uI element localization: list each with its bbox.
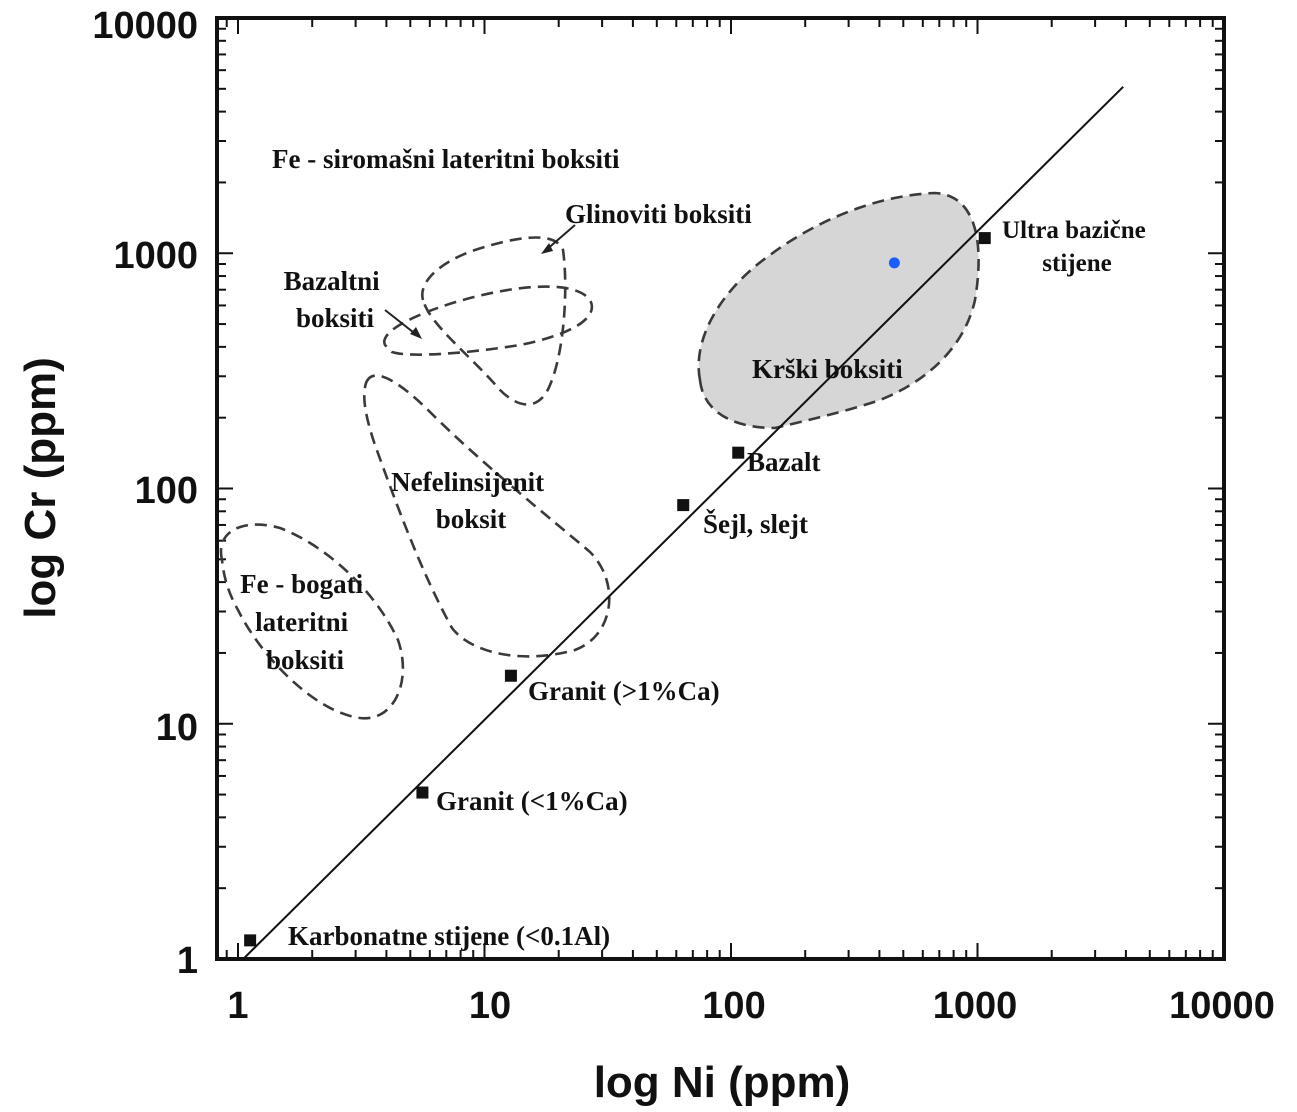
- region-bazaltni: [383, 285, 594, 356]
- region-label-krski: Krški boksiti: [752, 354, 903, 384]
- y-tick-label: 1000: [113, 235, 198, 277]
- sample-points: [888, 257, 900, 269]
- region-nefelinsijenit: [363, 374, 611, 658]
- point-label-bazalt: Bazalt: [747, 447, 821, 477]
- x-tick-label: 10000: [1169, 985, 1275, 1027]
- point-label-ultrabazicne: Ultra bazične stijene: [1002, 217, 1152, 277]
- sample-point-marker: [888, 257, 900, 269]
- axis-ticks: [217, 18, 1225, 959]
- region-fe-bogati: [219, 523, 405, 720]
- point-label-granit-high: Granit (>1%Ca): [528, 676, 720, 706]
- arrowhead-glinoviti-icon: [541, 243, 553, 254]
- point-label-karbonatne: Karbonatne stijene (<0.1Al): [288, 921, 610, 951]
- x-tick-label: 1000: [933, 985, 1018, 1027]
- y-tick-labels: 1 10 100 1000 10000: [92, 5, 198, 982]
- y-axis-title: log Cr (ppm): [16, 357, 65, 619]
- reference-point-marker: [732, 446, 745, 459]
- x-tick-label: 1: [227, 985, 248, 1027]
- x-tick-label: 10: [469, 985, 511, 1027]
- region-label-bazaltni: Bazaltni boksiti: [284, 266, 387, 333]
- point-label-sejl: Šejl, slejt: [703, 509, 808, 539]
- region-label-fe-bogati: Fe - bogati lateritni boksiti: [240, 569, 370, 675]
- arrowhead-bazaltni-icon: [410, 327, 422, 339]
- point-label-granit-low: Granit (<1%Ca): [436, 786, 628, 816]
- region-label-fe-siromasni: Fe - siromašni lateritni boksiti: [272, 144, 620, 174]
- y-tick-label: 10: [156, 707, 198, 749]
- region-label-glinoviti: Glinoviti boksiti: [565, 199, 752, 229]
- reference-point-marker: [504, 669, 517, 682]
- region-glinoviti: [421, 236, 567, 406]
- x-tick-label: 100: [702, 985, 765, 1027]
- region-label-nefelinsijenit: Nefelinsijenit boksit: [391, 467, 551, 534]
- reference-point-marker: [677, 499, 690, 512]
- x-axis-title: log Ni (ppm): [594, 1058, 851, 1107]
- reference-point-marker: [416, 786, 429, 799]
- y-tick-label: 100: [135, 470, 198, 512]
- y-tick-label: 1: [177, 940, 198, 982]
- y-tick-label: 10000: [92, 5, 198, 47]
- reference-point-marker: [244, 934, 257, 947]
- reference-points: [244, 232, 991, 947]
- x-tick-labels: 1 10 100 1000 10000: [227, 985, 1274, 1027]
- reference-line: [242, 86, 1124, 960]
- reference-point-marker: [978, 232, 991, 245]
